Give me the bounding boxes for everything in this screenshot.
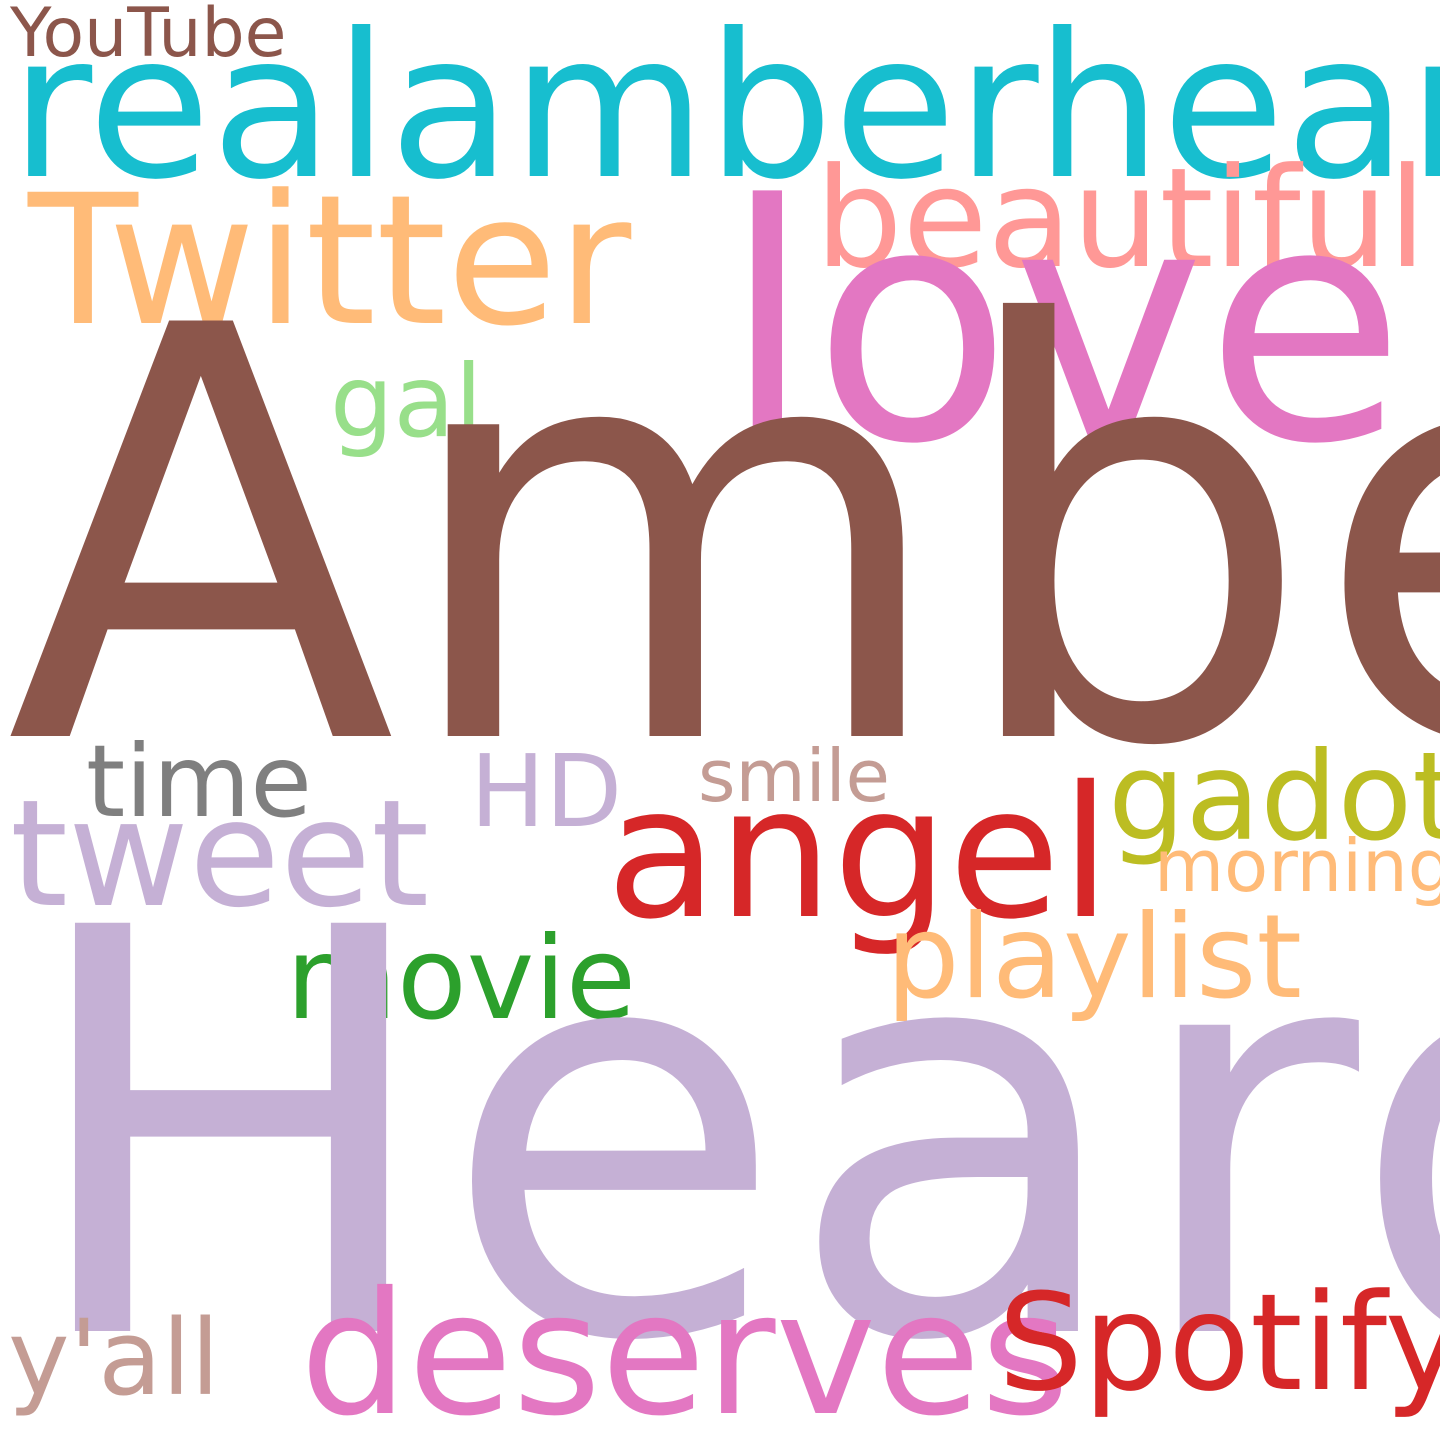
word-tweet: tweet: [10, 768, 430, 940]
word-heard: Heard: [20, 812, 1440, 1440]
word-angel: angel: [606, 747, 1111, 959]
word-amber: Amber: [6, 208, 1440, 871]
word-hd: HD: [470, 733, 623, 850]
word-morning: morning: [1154, 824, 1440, 908]
word-smile: smile: [698, 734, 890, 818]
word-playlist: playlist: [886, 890, 1302, 1025]
word-time: time: [86, 723, 312, 840]
word-realamberheard: realamberheard: [10, 0, 1440, 224]
word-twitter: Twitter: [28, 157, 632, 366]
word-gal: gal: [330, 343, 483, 460]
word-yall: y'all: [8, 1297, 220, 1419]
word-movie: movie: [286, 912, 637, 1045]
word-spotify: Spotify: [998, 1265, 1440, 1421]
word-gadot: gadot: [1108, 726, 1440, 868]
word-youtube: YouTube: [10, 0, 287, 73]
word-love: love: [722, 135, 1406, 515]
word-deserves: deserves: [300, 1256, 1070, 1440]
word-beautiful: beautiful: [815, 138, 1427, 299]
